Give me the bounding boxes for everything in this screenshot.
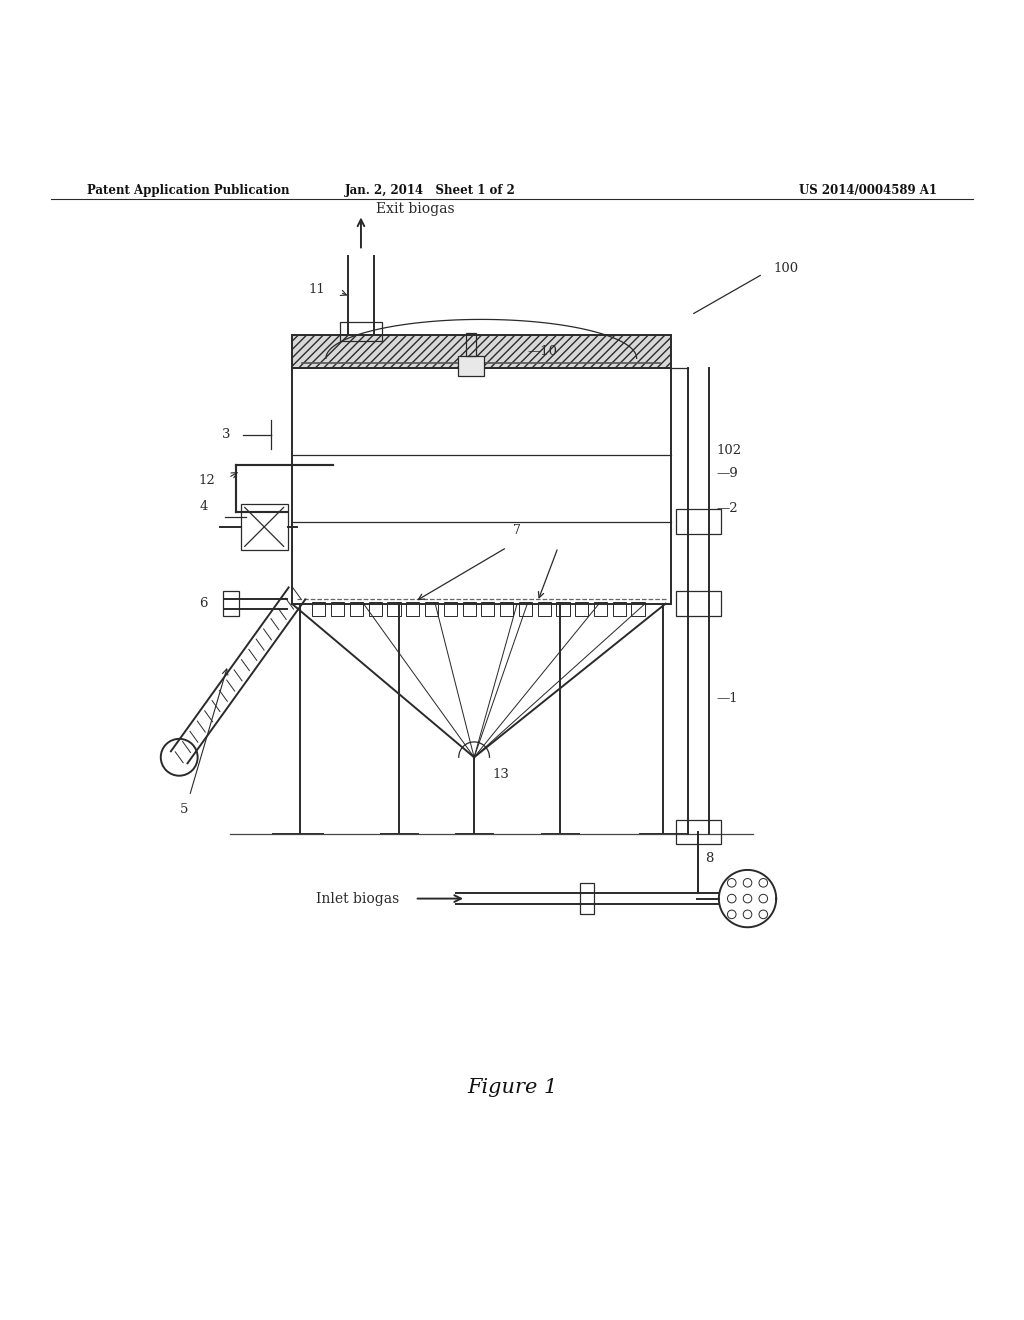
Bar xyxy=(580,883,594,913)
Bar xyxy=(612,602,626,616)
Bar xyxy=(594,602,607,616)
Text: 13: 13 xyxy=(493,767,509,780)
Bar xyxy=(241,503,288,550)
Bar xyxy=(632,602,645,616)
Bar xyxy=(500,602,513,616)
Bar xyxy=(369,602,382,616)
Text: —9: —9 xyxy=(717,467,738,480)
Bar xyxy=(676,820,721,845)
Text: —10: —10 xyxy=(527,346,557,358)
Text: 11: 11 xyxy=(309,282,326,296)
Text: 100: 100 xyxy=(773,263,799,276)
Text: 6: 6 xyxy=(200,597,208,610)
Text: Inlet biogas: Inlet biogas xyxy=(316,891,399,906)
Text: 12: 12 xyxy=(199,474,215,487)
Text: 7: 7 xyxy=(513,524,521,537)
Bar xyxy=(350,602,364,616)
Text: —2: —2 xyxy=(717,503,738,516)
Text: —1: —1 xyxy=(717,692,738,705)
Text: Jan. 2, 2014   Sheet 1 of 2: Jan. 2, 2014 Sheet 1 of 2 xyxy=(345,183,515,197)
Bar xyxy=(292,335,671,368)
Text: Patent Application Publication: Patent Application Publication xyxy=(87,183,290,197)
Bar xyxy=(331,602,344,616)
Bar xyxy=(292,368,671,603)
Bar xyxy=(387,602,400,616)
Bar xyxy=(443,602,457,616)
Text: Figure 1: Figure 1 xyxy=(467,1077,557,1097)
Bar xyxy=(519,602,532,616)
Bar xyxy=(676,510,721,535)
Bar xyxy=(340,322,382,341)
Bar xyxy=(538,602,551,616)
Bar xyxy=(466,334,476,356)
Bar xyxy=(556,602,569,616)
Text: 3: 3 xyxy=(222,428,230,441)
Bar xyxy=(458,356,484,376)
Text: 8: 8 xyxy=(706,851,714,865)
Bar xyxy=(575,602,589,616)
Bar xyxy=(463,602,475,616)
Bar xyxy=(312,602,326,616)
Text: US 2014/0004589 A1: US 2014/0004589 A1 xyxy=(799,183,937,197)
Bar xyxy=(676,591,721,616)
Text: Exit biogas: Exit biogas xyxy=(377,202,455,216)
Text: 4: 4 xyxy=(200,500,208,513)
Bar xyxy=(223,591,239,616)
Bar xyxy=(481,602,495,616)
Bar xyxy=(425,602,438,616)
Text: 5: 5 xyxy=(180,804,188,816)
Bar xyxy=(407,602,420,616)
Text: 102: 102 xyxy=(717,444,742,457)
